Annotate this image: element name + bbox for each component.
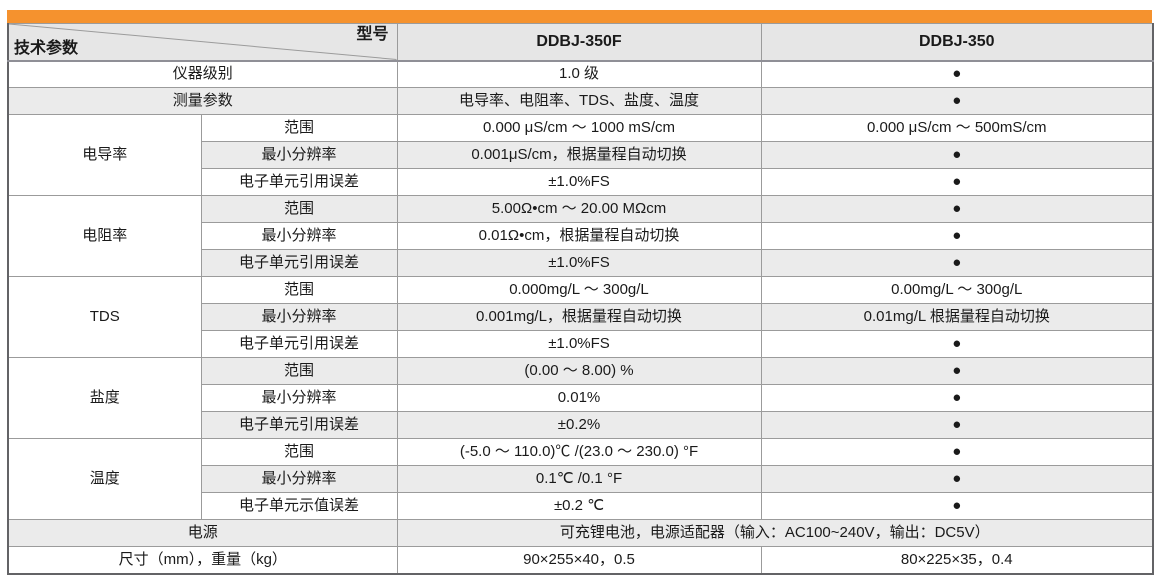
tech-params-header-label: 技术参数: [14, 39, 79, 57]
group-label-tds: TDS: [7, 276, 202, 358]
spec-table: 型号 技术参数 DDBJ-350F DDBJ-350 仪器级别 1.0 级 ● …: [7, 23, 1154, 575]
cell-tds-error-350f: ±1.0%FS: [396, 330, 762, 358]
group-label-resistivity: 电阻率: [7, 195, 202, 277]
cell-instrument-grade-350f: 1.0 级: [396, 60, 762, 88]
cell-conductivity-error-350: ●: [760, 168, 1154, 196]
sub-label-resistivity-resolution: 最小分辨率: [200, 222, 398, 250]
cell-tds-resolution-350: 0.01mg/L 根据量程自动切换: [760, 303, 1154, 331]
table-row: 盐度 范围 (0.00 ～ 8.00) % ●: [7, 357, 1154, 439]
cell-measured-params-350f: 电导率、电阻率、TDS、盐度、温度: [396, 87, 762, 115]
cell-temperature-resolution-350: ●: [760, 465, 1154, 493]
table-row: 最小分辨率 0.1℃ /0.1 °F ●: [8, 465, 1154, 493]
cell-power-value: 可充锂电池，电源适配器（输入：AC100~240V，输出：DC5V）: [396, 519, 1154, 547]
table-row: 尺寸（mm），重量（kg） 90×255×40，0.5 80×225×35，0.…: [7, 546, 1154, 574]
group-label-conductivity: 电导率: [7, 114, 202, 196]
cell-tds-range-350: 0.00mg/L ～ 300g/L: [760, 276, 1154, 304]
group-label-temperature: 温度: [7, 438, 202, 520]
column-header-ddbj-350: DDBJ-350: [760, 23, 1154, 62]
cell-temperature-error-350: ●: [760, 492, 1154, 520]
table-row: 电导率 范围 0.000 μS/cm ～ 1000 mS/cm 0.000 μS…: [7, 114, 1154, 196]
cell-measured-params-350: ●: [760, 87, 1154, 115]
cell-temperature-range-350f: (-5.0 ～ 110.0)℃ /(23.0 ～ 230.0) °F: [396, 438, 762, 466]
table-row: 测量参数 电导率、电阻率、TDS、盐度、温度 ●: [7, 87, 1154, 115]
group-label-salinity: 盐度: [7, 357, 202, 439]
header-row: 型号 技术参数 DDBJ-350F DDBJ-350: [7, 23, 1154, 62]
sub-label-salinity-error: 电子单元引用误差: [200, 411, 398, 439]
row-label-dimensions-weight: 尺寸（mm），重量（kg）: [7, 546, 398, 574]
row-label-power: 电源: [7, 519, 398, 547]
cell-conductivity-error-350f: ±1.0%FS: [396, 168, 762, 196]
cell-temperature-error-350f: ±0.2 ℃: [396, 492, 762, 520]
sub-label-tds-error: 电子单元引用误差: [200, 330, 398, 358]
model-header-label: 型号: [356, 26, 389, 43]
cell-tds-range-350f: 0.000mg/L ～ 300g/L: [396, 276, 762, 304]
diagonal-divider-line: [9, 24, 397, 60]
cell-salinity-range-350f: (0.00 ～ 8.00) %: [396, 357, 762, 385]
sub-label-resistivity-range: 范围: [200, 195, 398, 223]
cell-tds-resolution-350f: 0.001mg/L，根据量程自动切换: [396, 303, 762, 331]
sub-label-resistivity-error: 电子单元引用误差: [200, 249, 398, 277]
table-row: 电源 可充锂电池，电源适配器（输入：AC100~240V，输出：DC5V）: [7, 519, 1154, 547]
row-label-measured-params: 测量参数: [7, 87, 398, 115]
table-row: 电子单元引用误差 ±1.0%FS ●: [8, 168, 1154, 196]
cell-salinity-error-350: ●: [760, 411, 1154, 439]
sub-label-conductivity-error: 电子单元引用误差: [200, 168, 398, 196]
cell-salinity-error-350f: ±0.2%: [396, 411, 762, 439]
sub-label-temperature-error: 电子单元示值误差: [200, 492, 398, 520]
cell-resistivity-resolution-350f: 0.01Ω•cm，根据量程自动切换: [396, 222, 762, 250]
cell-resistivity-error-350f: ±1.0%FS: [396, 249, 762, 277]
cell-conductivity-resolution-350f: 0.001μS/cm，根据量程自动切换: [396, 141, 762, 169]
cell-conductivity-range-350: 0.000 μS/cm ～ 500mS/cm: [760, 114, 1154, 142]
spec-table-container: 型号 技术参数 DDBJ-350F DDBJ-350 仪器级别 1.0 级 ● …: [7, 10, 1154, 575]
table-row: TDS 范围 0.000mg/L ～ 300g/L 0.00mg/L ～ 300…: [7, 276, 1154, 358]
sub-label-temperature-resolution: 最小分辨率: [200, 465, 398, 493]
cell-salinity-resolution-350f: 0.01%: [396, 384, 762, 412]
cell-dimensions-350: 80×225×35，0.4: [760, 546, 1154, 574]
cell-resistivity-range-350: ●: [760, 195, 1154, 223]
column-header-ddbj-350f: DDBJ-350F: [396, 23, 762, 62]
cell-instrument-grade-350: ●: [760, 60, 1154, 88]
cell-resistivity-resolution-350: ●: [760, 222, 1154, 250]
cell-conductivity-range-350f: 0.000 μS/cm ～ 1000 mS/cm: [396, 114, 762, 142]
table-row: 温度 范围 (-5.0 ～ 110.0)℃ /(23.0 ～ 230.0) °F…: [7, 438, 1154, 520]
cell-temperature-range-350: ●: [760, 438, 1154, 466]
sub-label-salinity-range: 范围: [200, 357, 398, 385]
row-label-instrument-grade: 仪器级别: [7, 60, 398, 88]
cell-resistivity-range-350f: 5.00Ω•cm ～ 20.00 MΩcm: [396, 195, 762, 223]
sub-label-tds-range: 范围: [200, 276, 398, 304]
accent-bar: [7, 10, 1152, 23]
table-row: 电子单元引用误差 ±0.2% ●: [8, 411, 1154, 439]
cell-salinity-range-350: ●: [760, 357, 1154, 385]
sub-label-salinity-resolution: 最小分辨率: [200, 384, 398, 412]
sub-label-tds-resolution: 最小分辨率: [200, 303, 398, 331]
cell-tds-error-350: ●: [760, 330, 1154, 358]
sub-label-conductivity-range: 范围: [200, 114, 398, 142]
cell-resistivity-error-350: ●: [760, 249, 1154, 277]
diagonal-header-cell: 型号 技术参数: [7, 23, 398, 62]
table-row: 电子单元引用误差 ±1.0%FS ●: [8, 249, 1154, 277]
sub-label-temperature-range: 范围: [200, 438, 398, 466]
table-row: 电子单元示值误差 ±0.2 ℃ ●: [8, 492, 1154, 520]
table-row: 最小分辨率 0.001mg/L，根据量程自动切换 0.01mg/L 根据量程自动…: [8, 303, 1154, 331]
cell-temperature-resolution-350f: 0.1℃ /0.1 °F: [396, 465, 762, 493]
table-row: 仪器级别 1.0 级 ●: [7, 60, 1154, 88]
sub-label-conductivity-resolution: 最小分辨率: [200, 141, 398, 169]
cell-salinity-resolution-350: ●: [760, 384, 1154, 412]
table-row: 电阻率 范围 5.00Ω•cm ～ 20.00 MΩcm ●: [7, 195, 1154, 277]
cell-conductivity-resolution-350: ●: [760, 141, 1154, 169]
cell-dimensions-350f: 90×255×40，0.5: [396, 546, 762, 574]
